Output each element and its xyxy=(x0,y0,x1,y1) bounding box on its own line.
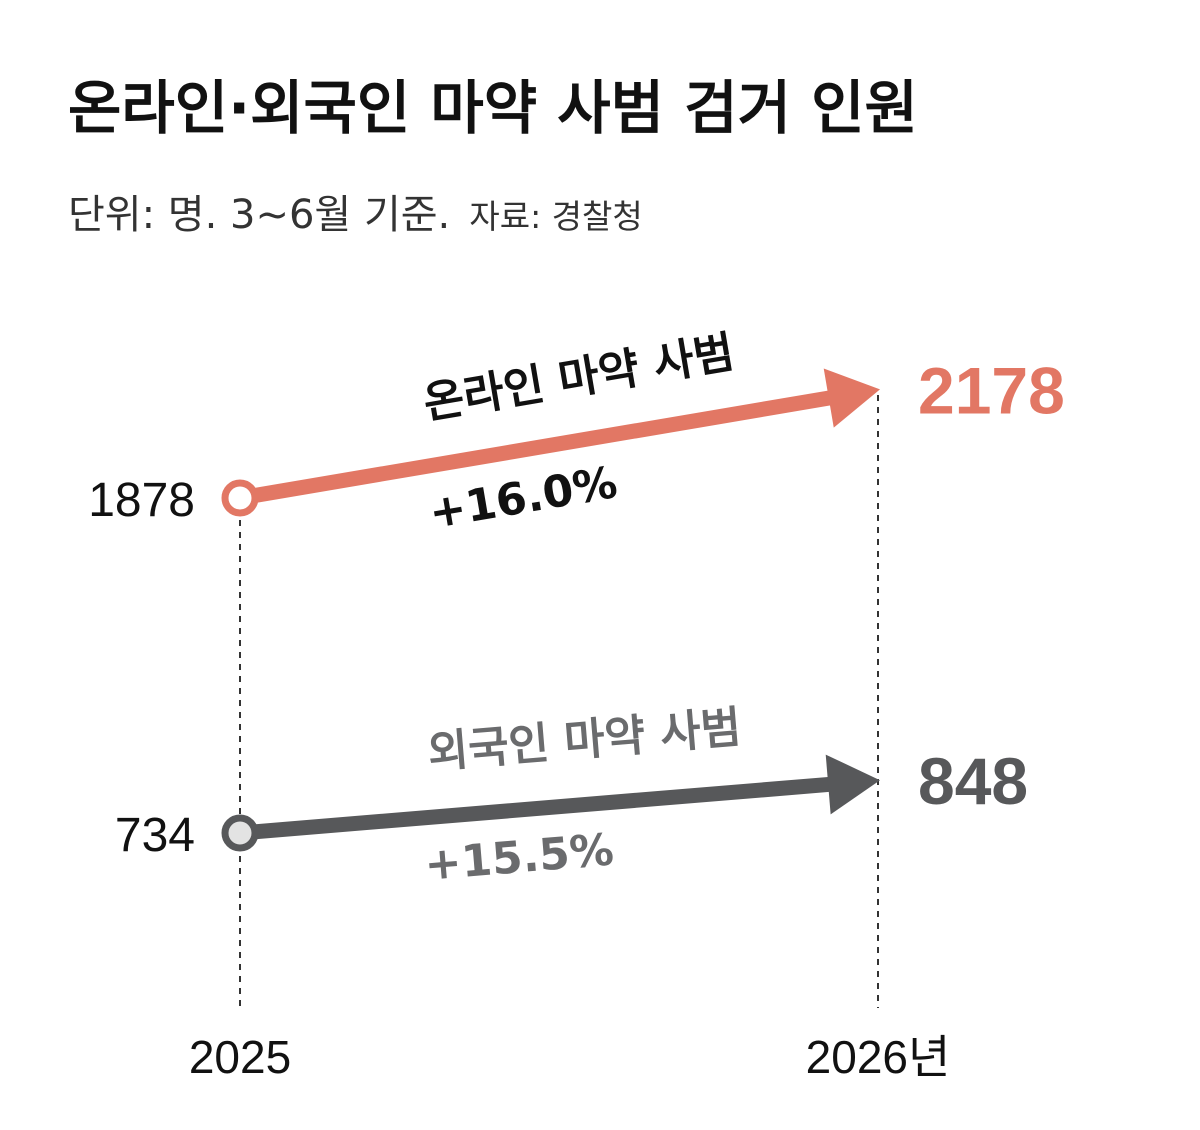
series-online-arrowhead xyxy=(823,368,880,428)
series-foreign-end-value: 848 xyxy=(918,744,1028,818)
series-online-change: +16.0% xyxy=(425,457,620,539)
series-online-arrow-shaft xyxy=(238,390,832,506)
series-foreign-label: 외국인 마약 사범 xyxy=(426,702,743,779)
unit-note: 단위: 명. 3~6월 기준. xyxy=(68,192,450,238)
x-tick-label-2026: 2026년 xyxy=(806,1031,951,1083)
series-foreign-start-value: 734 xyxy=(115,809,195,862)
series-online-start-marker xyxy=(221,479,259,517)
series-online: 온라인 마약 사범 +16.0% 1878 2178 xyxy=(88,327,1065,539)
source-note: 자료: 경찰청 xyxy=(469,197,642,236)
series-foreign-arrow-shaft xyxy=(239,776,831,841)
series-online-start-value: 1878 xyxy=(88,474,195,527)
x-tick-label-2025: 2025 xyxy=(189,1031,291,1083)
series-foreign: 외국인 마약 사범 +15.5% 734 848 xyxy=(115,702,1028,891)
series-foreign-arrowhead xyxy=(825,754,880,815)
chart-title: 온라인·외국인 마약 사범 검거 인원 xyxy=(68,74,918,142)
series-foreign-change: +15.5% xyxy=(423,824,616,890)
series-foreign-start-marker xyxy=(221,814,259,852)
chart-subtitle-line: 단위: 명. 3~6월 기준. 자료: 경찰청 xyxy=(68,192,643,238)
series-online-end-value: 2178 xyxy=(918,353,1065,427)
